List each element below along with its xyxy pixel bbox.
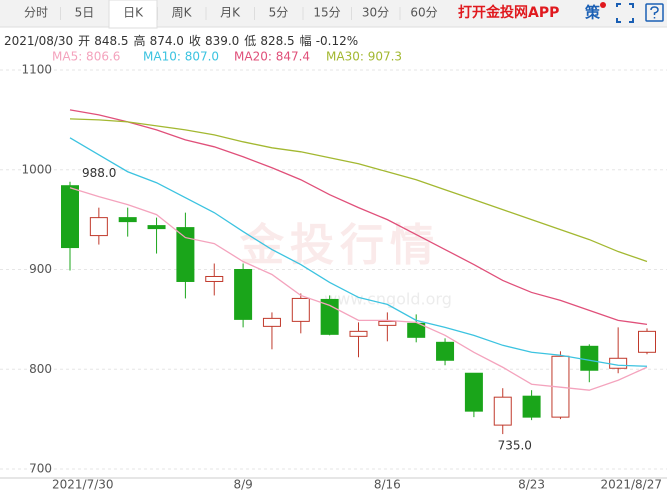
x-tick-label: 8/9 xyxy=(233,478,252,491)
candle-body xyxy=(320,298,339,335)
candle-body xyxy=(118,217,137,223)
help-mark xyxy=(650,6,659,19)
quote-field: -0.12% xyxy=(316,34,358,48)
ma-line xyxy=(69,109,648,326)
ma-line xyxy=(69,187,648,391)
quote-field: 2021/08/30 xyxy=(4,34,73,48)
app-link[interactable]: 打开金投网APP xyxy=(458,4,559,21)
x-tick-label: 2021/8/27 xyxy=(600,478,662,491)
quote-field: 开 xyxy=(78,34,90,48)
candle-body xyxy=(522,395,541,418)
strategy-icon[interactable]: 策 xyxy=(584,4,601,22)
candle-body xyxy=(234,269,253,320)
help-icon[interactable] xyxy=(645,3,664,22)
low-annotation: 735.0 xyxy=(498,439,532,453)
x-tick-label: 8/23 xyxy=(518,478,545,491)
y-tick-label: 700 xyxy=(29,462,52,476)
tab[interactable]: 月K xyxy=(220,6,241,20)
legend-entry: MA20: 847.4 xyxy=(234,50,310,64)
tab[interactable]: 周K xyxy=(172,6,193,20)
candle-body xyxy=(291,297,310,322)
quote-field: 848.5 xyxy=(94,34,128,48)
candle-body xyxy=(407,322,426,338)
candle-body xyxy=(580,345,599,371)
candle-body xyxy=(176,227,195,282)
candle-body xyxy=(464,372,483,412)
fullscreen-icon[interactable] xyxy=(616,3,634,23)
quote-field: 幅 xyxy=(300,33,312,48)
candle-body xyxy=(205,275,224,282)
legend-entry: MA10: 807.0 xyxy=(143,50,219,64)
quote-field: 828.5 xyxy=(260,34,294,48)
candle-body xyxy=(61,185,79,249)
notice-dot xyxy=(600,2,606,8)
candle-body xyxy=(349,330,368,337)
tab[interactable]: 5日 xyxy=(75,6,95,20)
candle-body xyxy=(436,341,455,361)
y-tick-label: 1000 xyxy=(21,162,52,176)
tab[interactable]: 15分 xyxy=(313,6,340,20)
y-tick-label: 800 xyxy=(29,362,52,376)
x-tick-label: 2021/7/30 xyxy=(52,478,114,491)
tab[interactable]: 日K xyxy=(123,6,144,20)
legend-entry: MA5: 806.6 xyxy=(52,50,120,64)
candle-body xyxy=(493,396,512,426)
quote-field: 839.0 xyxy=(205,34,239,48)
ma-line xyxy=(69,118,648,263)
quote-line: 2021/08/30 开 848.5 高 874.0 收 839.0 低 828.5 幅 -0.12… xyxy=(4,33,358,48)
active-tab xyxy=(108,0,158,29)
quote-field: 收 xyxy=(189,34,201,48)
legend-entry: MA30: 907.3 xyxy=(326,50,402,64)
watermark-url: www.cngold.org xyxy=(324,290,452,309)
quote-field: 874.0 xyxy=(150,34,184,48)
tab[interactable]: 30分 xyxy=(362,6,389,20)
y-tick-label: 1100 xyxy=(21,63,52,77)
candle-body xyxy=(147,225,166,230)
high-annotation: 988.0 xyxy=(82,166,116,180)
candle-body xyxy=(378,320,397,326)
quote-field: 低 xyxy=(244,34,256,48)
candle-body xyxy=(638,330,656,353)
candle-body xyxy=(262,317,281,327)
tab[interactable]: 60分 xyxy=(410,6,437,20)
tab[interactable]: 5分 xyxy=(269,6,289,20)
y-tick-label: 900 xyxy=(29,262,52,276)
watermark-title: 金投行情 xyxy=(239,220,440,271)
ma-line xyxy=(69,137,648,367)
candle-body xyxy=(609,357,628,369)
tabs: 分时 5日 日K 周K 月K 5分 15分 30分 60分 xyxy=(24,0,438,29)
quote-field: 高 xyxy=(134,33,146,48)
candle-body xyxy=(89,217,108,237)
x-tick-label: 8/16 xyxy=(374,478,401,491)
tab[interactable]: 分时 xyxy=(24,6,48,20)
